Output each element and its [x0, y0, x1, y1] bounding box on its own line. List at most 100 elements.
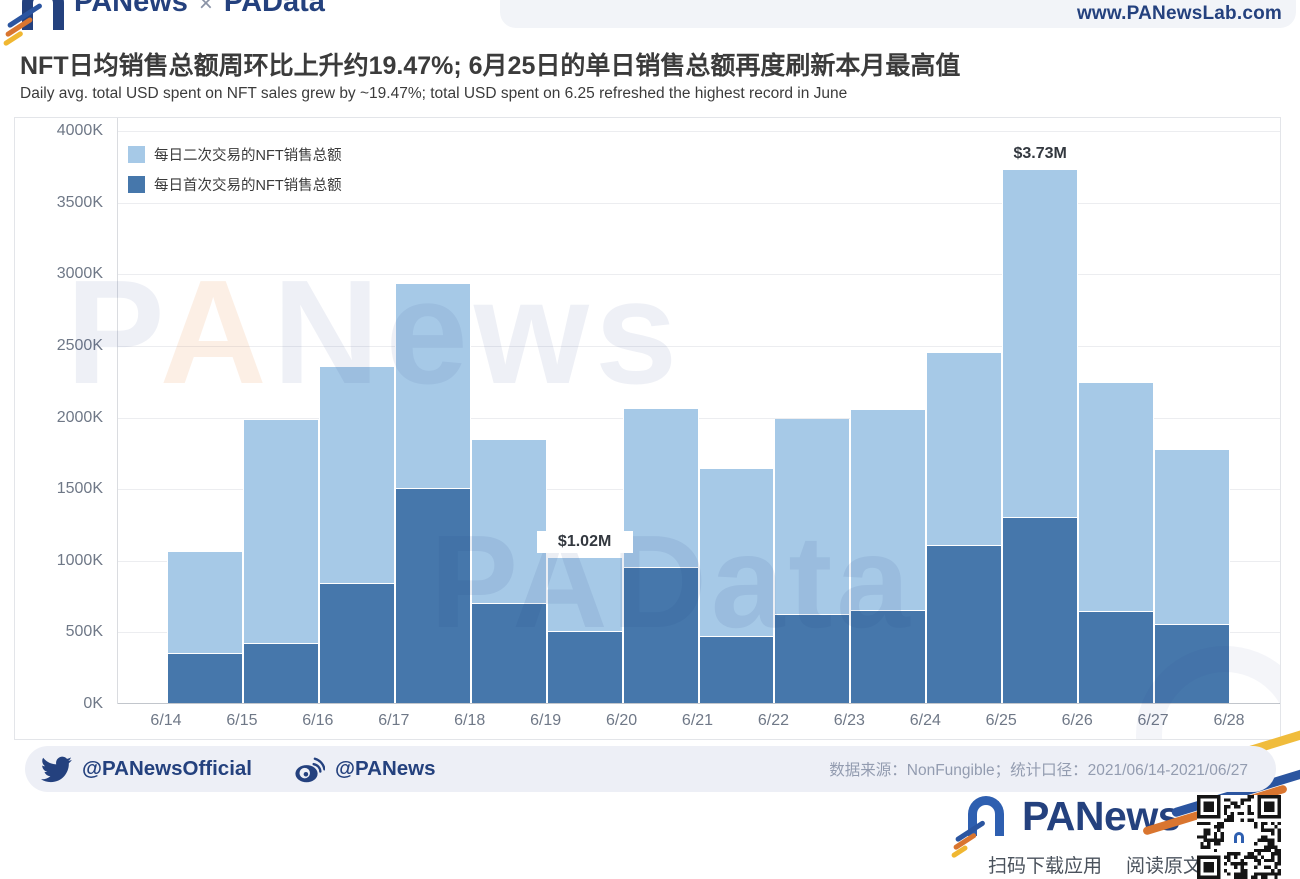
bar-6/17[interactable]: [394, 284, 471, 704]
y-tick-label: 0K: [83, 695, 103, 712]
gridline: [118, 131, 1280, 132]
footer-bar: @PANewsOfficial @PANews 数据来源：NonFungible…: [25, 746, 1276, 792]
x-tick-label: 6/26: [1061, 712, 1093, 729]
bar-6/26[interactable]: [1078, 383, 1155, 704]
y-tick-label: 2500K: [56, 336, 103, 354]
x-tick-label: 6/15: [226, 712, 258, 729]
bar-6/16[interactable]: [318, 367, 395, 704]
legend-item[interactable]: 每日首次交易的NFT销售总额: [128, 174, 342, 195]
legend-label: 每日首次交易的NFT销售总额: [154, 178, 342, 194]
header-band: [500, 0, 1296, 28]
gridline: [118, 274, 1280, 276]
y-tick-label: 4000K: [56, 122, 103, 139]
qr-center-logo: [1227, 825, 1251, 849]
x-tick-label: 6/22: [757, 712, 789, 729]
legend: 每日二次交易的NFT销售总额 每日首次交易的NFT销售总额: [128, 144, 342, 204]
bar-segment-primary[interactable]: [1079, 612, 1154, 704]
bar-segment-secondary[interactable]: [395, 284, 470, 490]
x-tick-label: 6/21: [681, 712, 714, 729]
y-tick-label: 1500K: [56, 480, 103, 498]
weibo-handle[interactable]: @PANews: [335, 757, 436, 780]
legend-swatch-icon: [128, 176, 145, 193]
qr-code: [1197, 795, 1281, 879]
bar-6/25[interactable]: [1002, 169, 1079, 704]
bar-segment-primary[interactable]: [775, 615, 850, 704]
x-tick-label: 6/25: [985, 712, 1017, 729]
bar-6/23[interactable]: [850, 410, 927, 704]
bar-segment-secondary[interactable]: [319, 367, 394, 584]
bar-segment-primary[interactable]: [1003, 517, 1078, 704]
bar-segment-secondary[interactable]: [547, 557, 622, 633]
bar-segment-secondary[interactable]: [775, 418, 850, 616]
read-text: 阅读原文: [1126, 856, 1203, 877]
bar-segment-secondary[interactable]: [851, 410, 926, 611]
x-tick-label: 6/16: [302, 712, 334, 729]
bar-segment-primary[interactable]: [319, 583, 394, 704]
bar-6/20[interactable]: [622, 408, 699, 704]
bar-6/15[interactable]: [242, 420, 319, 704]
y-tick-label: 500K: [65, 623, 103, 641]
bar-6/18[interactable]: [470, 440, 547, 704]
bar-segment-secondary[interactable]: [1079, 383, 1154, 613]
data-source-note: 数据来源：NonFungible；统计口径：2021/06/14-2021/06…: [829, 762, 1248, 779]
bar-segment-primary[interactable]: [168, 653, 242, 704]
x-tick-label: 6/14: [150, 712, 182, 729]
bar-segment-primary[interactable]: [395, 489, 470, 704]
legend-item[interactable]: 每日二次交易的NFT销售总额: [128, 144, 342, 165]
bar-segment-secondary[interactable]: [623, 408, 698, 568]
bar-segment-secondary[interactable]: [1003, 169, 1078, 518]
panews-bottom-logotext: PANews: [1022, 793, 1181, 839]
bar-segment-secondary[interactable]: [927, 353, 1002, 547]
bar-segment-primary[interactable]: [851, 610, 926, 704]
bar-6/14[interactable]: [167, 552, 243, 704]
logo-brand: PANews: [74, 0, 188, 18]
x-tick-label: 6/23: [833, 712, 865, 729]
logo-separator: ×: [198, 0, 213, 17]
annotation-6/25: $3.73M: [992, 142, 1089, 165]
x-tick-label: 6/17: [378, 712, 410, 729]
bar-segment-primary[interactable]: [623, 567, 698, 704]
annotation-6/19: $1.02M: [536, 530, 633, 553]
chart-title-zh: NFT日均销售总额周环比上升约19.47%; 6月25日的单日销售总额再度刷新本…: [20, 52, 961, 80]
plot-area: 每日二次交易的NFT销售总额 每日首次交易的NFT销售总额 $1.02M $3.73…: [117, 118, 1280, 739]
bar-segment-secondary[interactable]: [243, 420, 318, 644]
logo-product: PAData: [223, 0, 325, 18]
panews-arch-icon: [968, 796, 1004, 836]
bar-segment-primary[interactable]: [547, 632, 622, 704]
bar-6/21[interactable]: [698, 469, 775, 704]
bar-segment-primary[interactable]: [471, 603, 546, 704]
x-tick-label: 6/20: [606, 712, 638, 729]
bar-segment-secondary[interactable]: [168, 552, 242, 654]
bar-segment-secondary[interactable]: [699, 469, 774, 637]
bar-segment-primary[interactable]: [927, 546, 1002, 704]
site-url[interactable]: www.PANewsLab.com: [1076, 3, 1282, 24]
bar-6/19[interactable]: [546, 557, 623, 704]
bar-segment-primary[interactable]: [699, 636, 774, 704]
bar-6/24[interactable]: [926, 353, 1003, 704]
panews-padata-logo: PANews × PAData: [2, 0, 325, 52]
chart-title-en: Daily avg. total USD spent on NFT sales …: [20, 85, 848, 102]
gridline: [118, 417, 1280, 419]
logo-text: PANews × PAData: [74, 0, 325, 19]
bar-segment-secondary[interactable]: [1155, 450, 1229, 626]
legend-swatch-icon: [128, 146, 145, 163]
bar-segment-primary[interactable]: [243, 643, 318, 704]
gridline: [118, 202, 1280, 204]
y-tick-label: 3000K: [56, 265, 103, 283]
panews-bottom-logo: [950, 794, 1020, 868]
y-tick-label: 1000K: [56, 551, 103, 569]
bar-segment-secondary[interactable]: [471, 440, 546, 604]
x-tick-label: 6/24: [909, 712, 941, 729]
twitter-handle[interactable]: @PANewsOfficial: [82, 757, 252, 780]
weibo-icon: [295, 757, 325, 782]
y-tick-label: 3500K: [56, 193, 103, 211]
y-axis-labels: 0K 500K 1000K 1500K 2000K 2500K 3000K 3500K 4000…: [15, 118, 111, 712]
y-tick-label: 2000K: [56, 408, 103, 426]
x-tick-label: 6/18: [454, 712, 486, 729]
x-axis-line: [118, 703, 1280, 704]
gridline: [118, 345, 1280, 347]
twitter-icon: [41, 756, 72, 782]
bar-6/22[interactable]: [774, 418, 851, 704]
x-tick-label: 6/19: [530, 712, 562, 729]
legend-label: 每日二次交易的NFT销售总额: [154, 148, 342, 164]
